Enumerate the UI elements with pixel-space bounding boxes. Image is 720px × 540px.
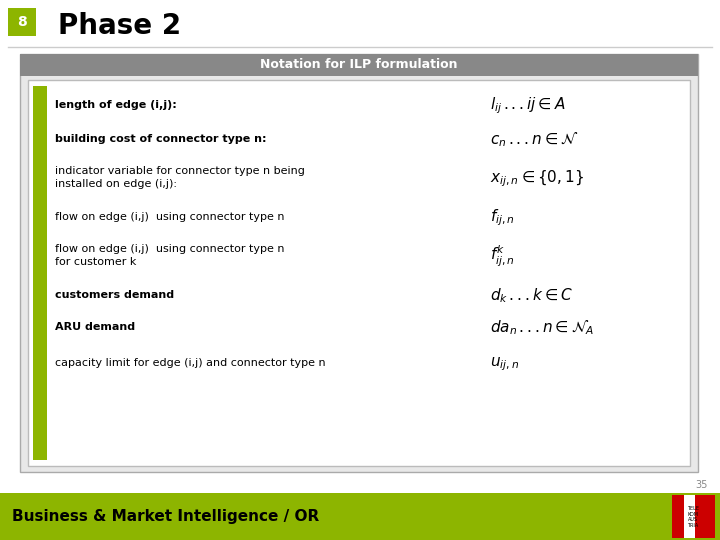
- Text: 8: 8: [17, 15, 27, 29]
- Text: indicator variable for connector type n being: indicator variable for connector type n …: [55, 166, 305, 176]
- Text: Phase 2: Phase 2: [58, 12, 181, 40]
- Text: 35: 35: [696, 480, 708, 490]
- Text: customers demand: customers demand: [55, 290, 174, 300]
- FancyBboxPatch shape: [28, 80, 690, 466]
- Text: capacity limit for edge (i,j) and connector type n: capacity limit for edge (i,j) and connec…: [55, 358, 325, 368]
- FancyBboxPatch shape: [20, 54, 698, 76]
- FancyBboxPatch shape: [20, 54, 698, 472]
- Text: installed on edge (i,j):: installed on edge (i,j):: [55, 179, 177, 189]
- Text: $u_{ij,n}$: $u_{ij,n}$: [490, 355, 519, 373]
- FancyBboxPatch shape: [684, 495, 695, 538]
- Text: Business & Market Intelligence / OR: Business & Market Intelligence / OR: [12, 510, 319, 524]
- Text: ARU demand: ARU demand: [55, 322, 135, 332]
- FancyBboxPatch shape: [33, 86, 47, 460]
- Text: $d_{k}\,...k \in C$: $d_{k}\,...k \in C$: [490, 287, 573, 305]
- FancyBboxPatch shape: [0, 493, 720, 540]
- Text: $da_{n}\,...n \in \mathcal{N}_{A}$: $da_{n}\,...n \in \mathcal{N}_{A}$: [490, 319, 594, 338]
- FancyBboxPatch shape: [672, 495, 715, 538]
- Text: length of edge (i,j):: length of edge (i,j):: [55, 100, 176, 110]
- Text: $f_{ij,n}$: $f_{ij,n}$: [490, 208, 515, 228]
- Text: $x_{ij,n} \in \{0,1\}$: $x_{ij,n} \in \{0,1\}$: [490, 168, 584, 189]
- Text: flow on edge (i,j)  using connector type n: flow on edge (i,j) using connector type …: [55, 212, 284, 222]
- Text: $f^{k}_{ij,n}$: $f^{k}_{ij,n}$: [490, 244, 515, 269]
- Text: Notation for ILP formulation: Notation for ILP formulation: [260, 58, 458, 71]
- FancyBboxPatch shape: [8, 8, 36, 36]
- Text: $l_{ij}\,...ij \in A$: $l_{ij}\,...ij \in A$: [490, 96, 566, 116]
- Text: $c_{n}\,...n \in \mathcal{N}$: $c_{n}\,...n \in \mathcal{N}$: [490, 131, 579, 150]
- Text: flow on edge (i,j)  using connector type n: flow on edge (i,j) using connector type …: [55, 244, 284, 254]
- Text: TELE
KOM
AUS
TRIA: TELE KOM AUS TRIA: [687, 506, 699, 528]
- Text: for customer k: for customer k: [55, 257, 136, 267]
- Text: building cost of connector type n:: building cost of connector type n:: [55, 134, 266, 144]
